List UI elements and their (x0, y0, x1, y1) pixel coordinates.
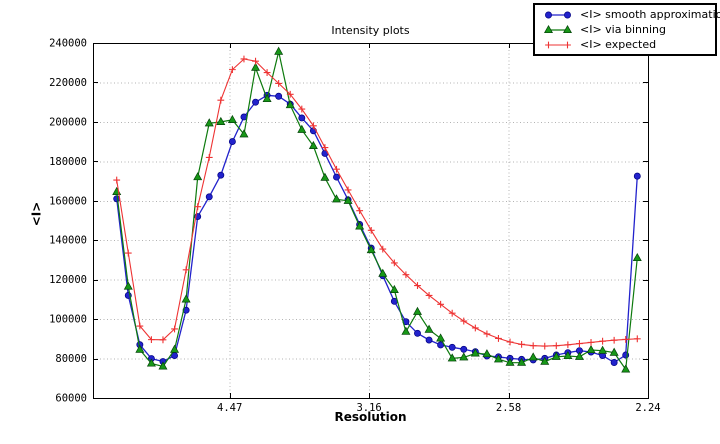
legend-entry-expected: <I> expected (535, 37, 715, 52)
y-tick-label-60000: 60000 (55, 393, 87, 405)
y-axis-label: <I> (29, 201, 44, 227)
legend-sample-circle-icon (545, 11, 571, 18)
legend-label-smooth-approximation: <I> smooth approximation (580, 8, 720, 21)
legend-entry-smooth-approximation: <I> smooth approximation (535, 7, 720, 22)
y-tick-label-80000: 80000 (55, 353, 87, 365)
x-tick-label-2.24: 2.24 (635, 402, 660, 414)
x-tick-label-4.47: 4.47 (217, 402, 242, 414)
tick-labels: 60000 80000 100000 120000 140000 160000 180000… (49, 38, 661, 415)
legend-sample-plus-icon (545, 41, 571, 48)
y-tick-label-160000: 160000 (49, 195, 87, 207)
legend-entry-via-binning: <I> via binning (535, 22, 715, 37)
y-tick-label-100000: 100000 (49, 314, 87, 326)
legend-label-expected: <I> expected (580, 38, 657, 51)
legend-sample-triangle-icon (544, 24, 572, 33)
series-plus (113, 55, 641, 350)
y-tick-label-240000: 240000 (49, 38, 87, 50)
y-tick-label-180000: 180000 (49, 156, 87, 168)
y-tick-label-120000: 120000 (49, 274, 87, 286)
y-tick-label-200000: 200000 (49, 116, 87, 128)
y-tick-label-220000: 220000 (49, 77, 87, 89)
y-tick-label-140000: 140000 (49, 235, 87, 247)
x-tick-label-2.58: 2.58 (496, 402, 521, 414)
legend-label-via-binning: <I> via binning (580, 23, 666, 36)
x-tick-label-3.16: 3.16 (356, 402, 381, 414)
series-triangle (112, 46, 642, 373)
x-axis-label: Resolution (334, 410, 407, 424)
gridlines (93, 43, 648, 398)
chart-title: Intensity plots (331, 24, 410, 37)
axes-frame (93, 43, 649, 399)
legend-box: <I> smooth approximation <I> via binning… (533, 3, 720, 56)
